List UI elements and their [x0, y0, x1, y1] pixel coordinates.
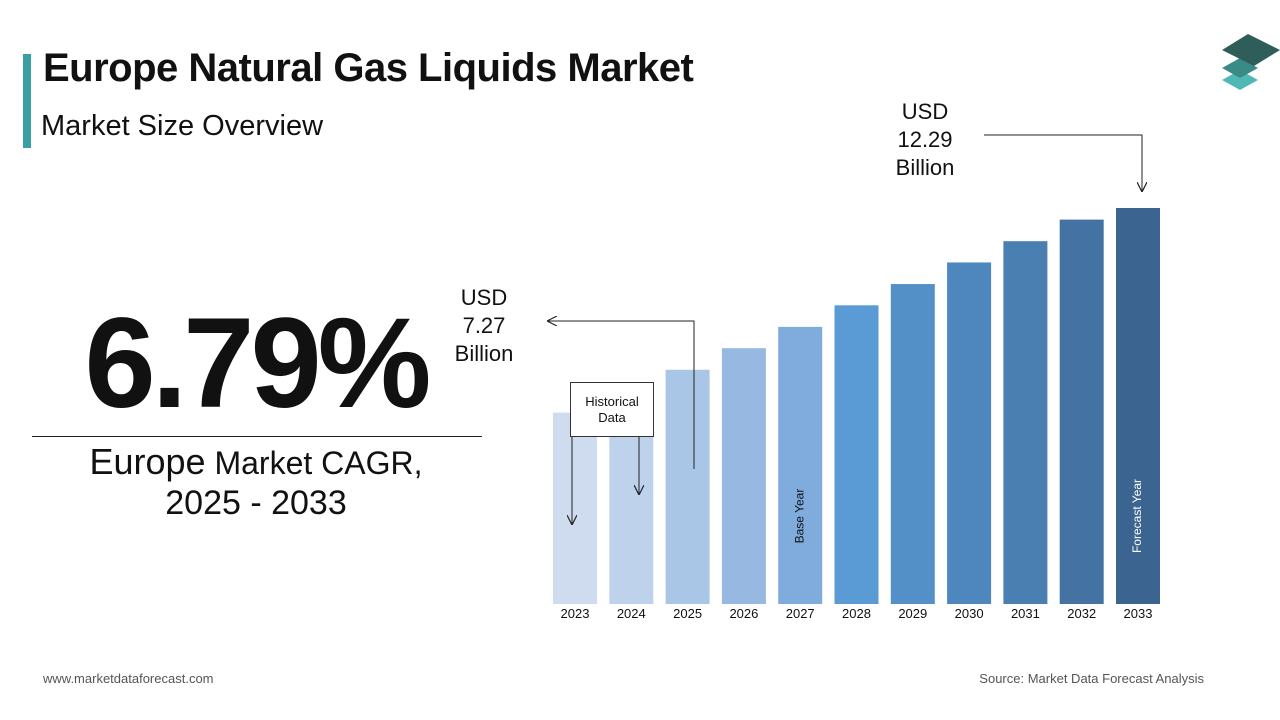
- historical-data-box: Historical Data: [570, 382, 654, 437]
- title-accent-bar: [23, 54, 31, 148]
- cagr-label-metric: Market CAGR,: [205, 445, 423, 481]
- x-tick-label-2031: 2031: [1011, 606, 1040, 621]
- start-callout-currency: USD: [460, 285, 508, 310]
- start-callout-value: 7.27: [462, 313, 506, 338]
- bar-annotation-2027: Base Year: [792, 489, 806, 544]
- bar-2028: [834, 305, 879, 604]
- logo-layer-bottom: [1222, 70, 1258, 90]
- x-tick-label-2032: 2032: [1067, 606, 1096, 621]
- historical-label-line2: Data: [598, 409, 626, 425]
- x-tick-label-2026: 2026: [729, 606, 758, 621]
- footer-website: www.marketdataforecast.com: [43, 671, 214, 686]
- cagr-label: Europe Market CAGR, 2025 - 2033: [32, 442, 480, 523]
- cagr-label-period: 2025 - 2033: [165, 484, 347, 522]
- x-tick-label-2025: 2025: [673, 606, 702, 621]
- bar-2030: [947, 262, 992, 604]
- end-callout-currency: USD: [901, 99, 949, 124]
- bar-annotation-2033: Forecast Year: [1130, 479, 1144, 553]
- bar-2031: [1003, 241, 1048, 604]
- bar-2033: [1116, 208, 1160, 604]
- cagr-divider: [32, 436, 482, 437]
- arrow-2025-to-start-callout: [548, 321, 695, 469]
- end-callout-value: 12.29: [897, 127, 953, 152]
- start-callout-unit: Billion: [454, 341, 514, 366]
- x-tick-label-2023: 2023: [561, 606, 590, 621]
- x-tick-label-2028: 2028: [842, 606, 871, 621]
- page-title: Europe Natural Gas Liquids Market: [43, 46, 694, 90]
- bar-2026: [721, 348, 766, 604]
- bar-2029: [890, 284, 935, 604]
- x-tick-label-2029: 2029: [898, 606, 927, 621]
- bar-2023: [553, 412, 597, 604]
- bar-2027: [778, 326, 823, 604]
- end-value-callout: USD 12.29 Billion: [880, 98, 970, 182]
- x-tick-label-2027: 2027: [786, 606, 815, 621]
- bar-2025: [665, 369, 710, 604]
- footer-source: Source: Market Data Forecast Analysis: [979, 671, 1204, 686]
- arrow-end-callout-to-2033: [984, 134, 1142, 191]
- cagr-value: 6.79%: [84, 292, 432, 435]
- brand-logo-icon: [1222, 34, 1280, 90]
- x-tick-label-2030: 2030: [955, 606, 984, 621]
- end-callout-unit: Billion: [895, 155, 955, 180]
- page-subtitle: Market Size Overview: [41, 110, 324, 142]
- cagr-label-region: Europe: [89, 441, 206, 482]
- x-tick-label-2033: 2033: [1124, 606, 1153, 621]
- start-value-callout: USD 7.27 Billion: [444, 284, 524, 368]
- logo-layer-top: [1222, 34, 1280, 66]
- historical-label-line1: Historical: [585, 393, 639, 409]
- arrows-layer: [548, 134, 1142, 524]
- bar-2032: [1059, 219, 1104, 604]
- x-tick-label-2024: 2024: [617, 606, 646, 621]
